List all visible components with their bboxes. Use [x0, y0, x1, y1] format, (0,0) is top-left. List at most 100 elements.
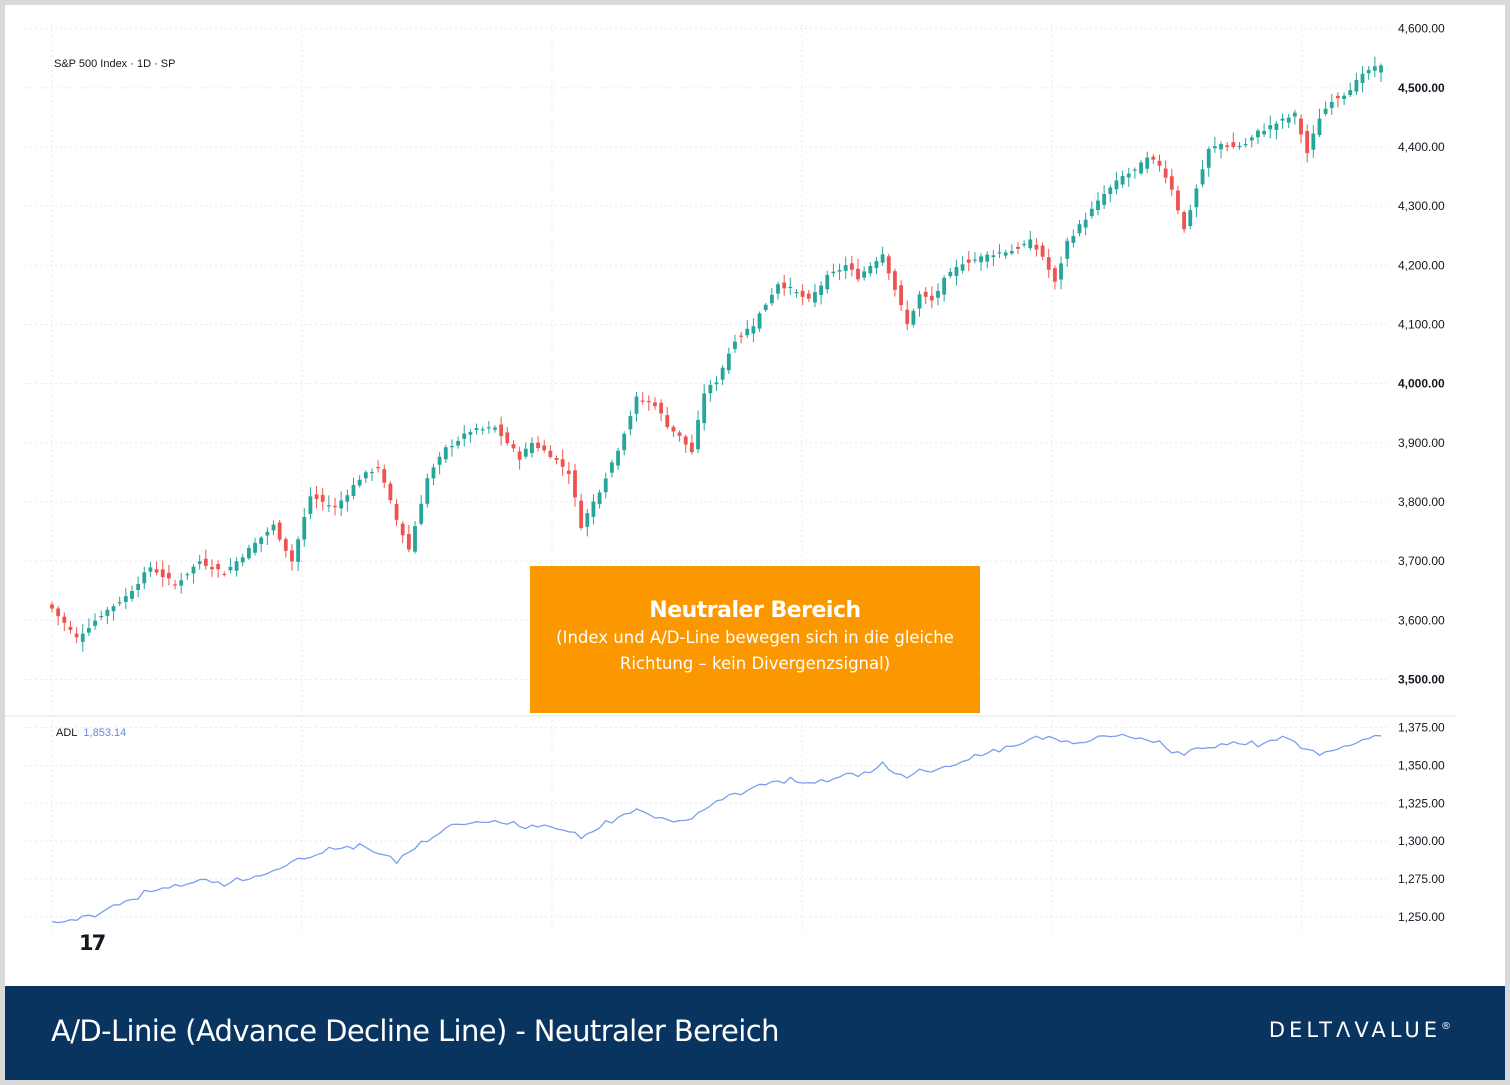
candle-body	[1200, 169, 1205, 185]
candle-body	[259, 537, 264, 545]
candle-body	[634, 396, 639, 414]
candle-body	[1059, 263, 1063, 280]
candle-body	[1249, 137, 1254, 141]
price-pane-title: S&P 500 Index · 1D · SP	[54, 58, 176, 70]
candle-body	[745, 328, 750, 336]
candle-body	[1225, 145, 1230, 147]
candle-body	[99, 615, 104, 618]
price-axis-tick-label: 3,900.00	[1398, 436, 1445, 450]
candle-body	[1372, 66, 1377, 71]
candle-body	[80, 633, 85, 642]
candle-body	[425, 478, 430, 504]
callout-subtitle: (Index und A/D-Line bewegen sich in die …	[556, 628, 954, 673]
candle-body	[1139, 162, 1143, 174]
candle-body	[203, 558, 208, 566]
candle-body	[659, 402, 664, 414]
footer-title: A/D-Linie (Advance Decline Line) - Neutr…	[51, 1014, 779, 1048]
candle-body	[160, 569, 165, 578]
candle-body	[726, 353, 731, 371]
candle-body	[1366, 69, 1371, 74]
candle-body	[880, 254, 885, 263]
candle-body	[874, 261, 879, 269]
candle-body	[62, 616, 67, 623]
footer-banner: A/D-Linie (Advance Decline Line) - Neutr…	[5, 986, 1505, 1080]
price-axis-tick-label: 4,000.00	[1398, 377, 1445, 391]
candle-body	[794, 291, 799, 294]
candle-body	[1046, 257, 1051, 270]
candle-body	[1274, 123, 1279, 130]
candle-body	[173, 584, 177, 586]
candle-body	[1311, 133, 1316, 150]
candle-body	[948, 271, 953, 277]
candle-body	[1126, 173, 1131, 178]
candle-body	[1096, 200, 1100, 211]
candle-body	[856, 268, 860, 280]
candle-body	[486, 427, 491, 429]
candle-body	[240, 557, 245, 563]
candle-body	[154, 569, 159, 573]
candle-body	[616, 450, 620, 466]
candle-body	[462, 433, 467, 439]
callout-title: Neutraler Bereich	[649, 598, 861, 623]
brand-name: DELTΛVALUE	[1268, 1018, 1441, 1042]
adl-axis-tick-label: 1,350.00	[1398, 758, 1445, 772]
candle-body	[413, 526, 417, 552]
candle-body	[536, 442, 540, 448]
candle-body	[677, 432, 682, 436]
candle-body	[1317, 118, 1322, 136]
candle-body	[1348, 90, 1353, 96]
candle-body	[573, 470, 577, 498]
candle-body	[831, 271, 836, 274]
candle-body	[1163, 168, 1168, 178]
candle-body	[849, 263, 854, 270]
candle-body	[579, 500, 584, 528]
candle-body	[1194, 188, 1199, 208]
candle-body	[166, 572, 171, 579]
candle-body	[720, 367, 725, 380]
candle-body	[117, 602, 122, 604]
candle-body	[474, 428, 479, 431]
candle-body	[1379, 65, 1383, 73]
adl-axis-tick-label: 1,325.00	[1398, 796, 1445, 810]
candle-body	[1206, 148, 1211, 168]
adl-axis-tick-label: 1,300.00	[1398, 834, 1445, 848]
candle-body	[1329, 102, 1334, 108]
candle-body	[1040, 245, 1045, 257]
candle-body	[733, 341, 737, 350]
candle-body	[739, 335, 744, 337]
candle-body	[886, 256, 891, 274]
candle-body	[511, 444, 516, 449]
tradingview-logo: 17	[79, 931, 106, 955]
candle-body	[1182, 212, 1187, 230]
candle-body	[696, 419, 700, 450]
candle-body	[936, 290, 940, 298]
candle-body	[1145, 157, 1150, 169]
candle-body	[973, 259, 977, 261]
candle-body	[893, 271, 897, 290]
candle-body	[788, 286, 793, 289]
candle-body	[1028, 239, 1033, 249]
candle-body	[653, 402, 657, 407]
candle-body	[1231, 142, 1236, 147]
candle-body	[339, 500, 344, 509]
candle-body	[1354, 80, 1359, 92]
candle-body	[271, 524, 276, 531]
candle-body	[566, 470, 571, 474]
candle-body	[554, 457, 559, 461]
candle-body	[480, 429, 485, 431]
candle-body	[1280, 118, 1285, 121]
candle-body	[1022, 243, 1027, 246]
candle-body	[320, 494, 325, 502]
candle-body	[517, 451, 522, 460]
candle-body	[763, 304, 768, 311]
candle-body	[929, 295, 934, 301]
price-axis-tick-label: 4,100.00	[1398, 318, 1445, 332]
candle-body	[234, 561, 239, 571]
candle-body	[622, 433, 627, 451]
candle-body	[548, 450, 553, 458]
candle-body	[345, 495, 350, 502]
candle-body	[665, 415, 670, 427]
candle-body	[708, 384, 713, 394]
candle-body	[308, 496, 313, 514]
candle-body	[1237, 145, 1242, 148]
